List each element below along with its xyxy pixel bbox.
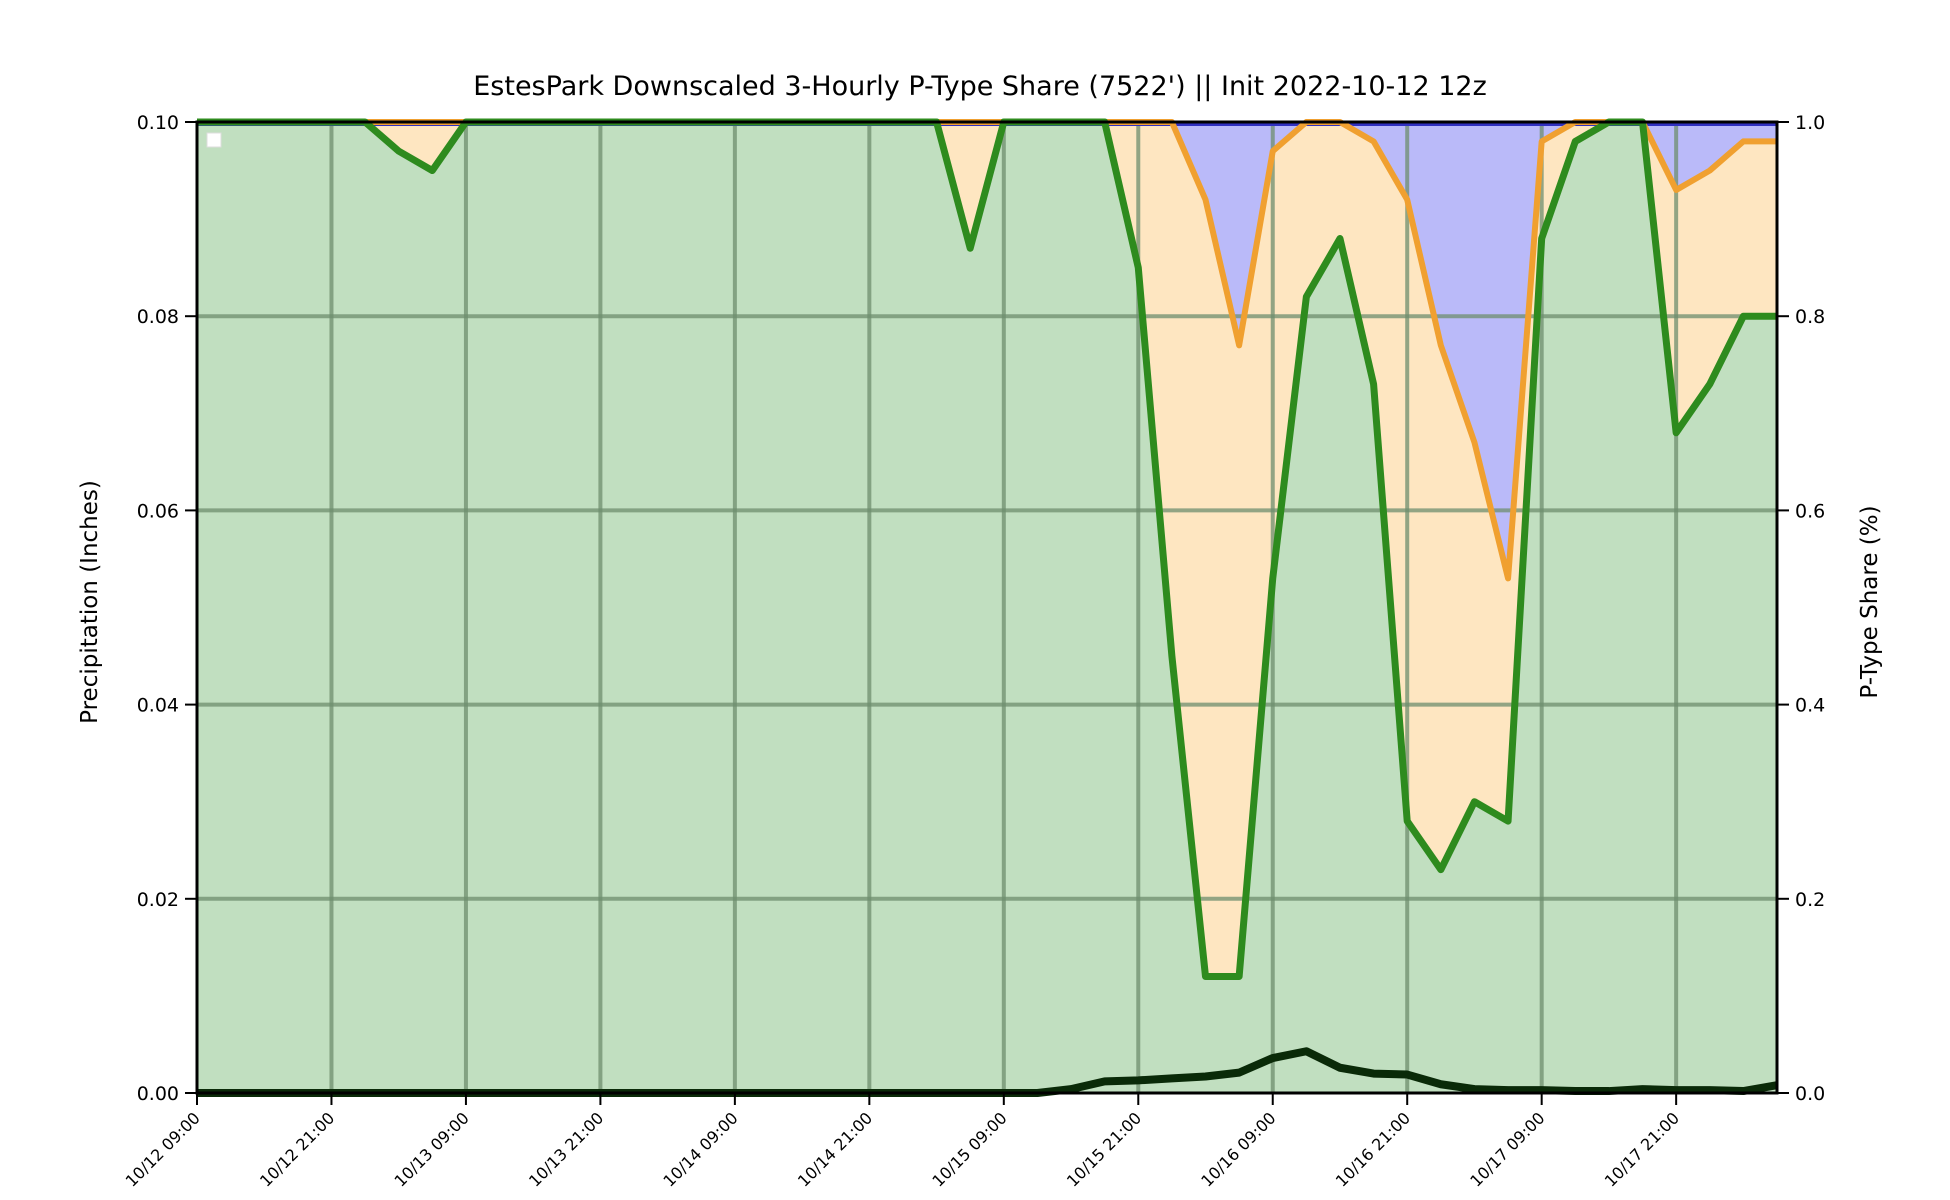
chart-title: EstesPark Downscaled 3-Hourly P-Type Sha…	[473, 71, 1487, 102]
x-tick-label: 10/13 09:00	[391, 1108, 473, 1190]
rain-share-area	[197, 122, 1777, 1093]
x-tick-label: 10/12 21:00	[256, 1108, 338, 1190]
x-tick-label: 10/14 09:00	[659, 1108, 741, 1190]
legend-box	[206, 132, 222, 148]
x-tick-label: 10/17 21:00	[1601, 1108, 1683, 1190]
y-tick-label-left: 0.08	[137, 306, 179, 328]
x-tick-label: 10/14 21:00	[794, 1108, 876, 1190]
plot-frame	[195, 120, 1779, 1095]
y-tick-label-left: 0.00	[137, 1083, 179, 1105]
plot-area	[197, 122, 1777, 1093]
y-tick-label-right: 0.0	[1795, 1083, 1825, 1105]
rain-share-line	[197, 118, 1777, 980]
y-axis-label-right: P-Type Share (%)	[1857, 505, 1883, 698]
x-tick-label: 10/15 21:00	[1063, 1108, 1145, 1190]
x-tick-label: 10/16 09:00	[1197, 1108, 1279, 1190]
x-tick-label: 10/17 09:00	[1466, 1108, 1548, 1190]
y-tick-label-right: 1.0	[1795, 112, 1825, 134]
y-tick-label-right: 0.8	[1795, 306, 1825, 328]
x-tick-label: 10/13 21:00	[525, 1108, 607, 1190]
y-tick-label-right: 0.4	[1795, 695, 1825, 717]
x-tick-label: 10/15 09:00	[928, 1108, 1010, 1190]
y-tick-label-right: 0.2	[1795, 889, 1825, 911]
x-tick-label: 10/16 21:00	[1332, 1108, 1414, 1190]
y-tick-label-left: 0.02	[137, 889, 179, 911]
y-tick-label-right: 0.6	[1795, 500, 1825, 522]
y-tick-label-left: 0.04	[137, 695, 179, 717]
y-axis-label-left: Precipitation (Inches)	[77, 480, 103, 724]
x-tick-label: 10/12 09:00	[122, 1108, 204, 1190]
y-tick-label-left: 0.10	[137, 112, 179, 134]
y-tick-label-left: 0.06	[137, 500, 179, 522]
